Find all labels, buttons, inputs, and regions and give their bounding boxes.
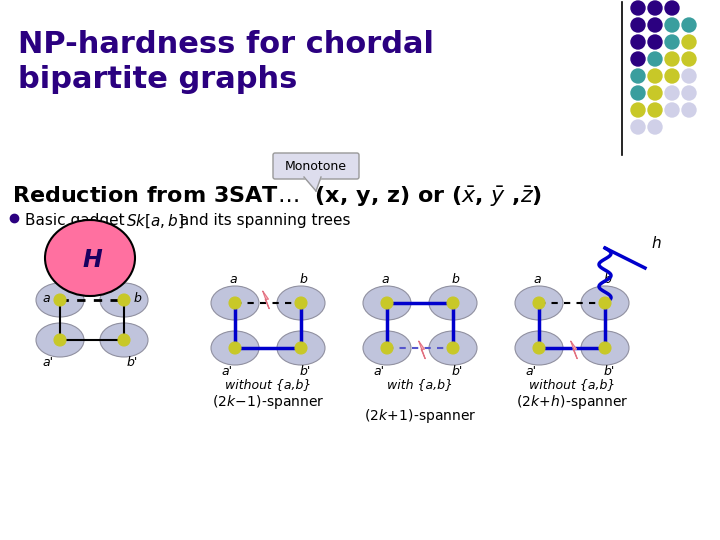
Ellipse shape	[100, 283, 148, 317]
Text: bipartite graphs: bipartite graphs	[18, 65, 297, 94]
Circle shape	[118, 294, 130, 306]
Text: NP-hardness for chordal: NP-hardness for chordal	[18, 30, 434, 59]
Circle shape	[381, 297, 393, 309]
Text: a': a'	[222, 365, 233, 378]
Circle shape	[54, 294, 66, 306]
Circle shape	[229, 342, 241, 354]
Text: Reduction from 3SAT$\ldots$  (x, y, z) or ($\bar{x}$, $\bar{y}$ ,$\bar{z}$): Reduction from 3SAT$\ldots$ (x, y, z) or…	[12, 185, 542, 210]
Text: h: h	[651, 235, 661, 251]
Circle shape	[665, 52, 679, 66]
Circle shape	[631, 86, 645, 100]
Text: b': b'	[451, 365, 463, 378]
Circle shape	[682, 103, 696, 117]
Text: b: b	[299, 273, 307, 286]
Text: a: a	[229, 273, 237, 286]
Text: a': a'	[42, 356, 53, 369]
Circle shape	[631, 1, 645, 15]
Circle shape	[631, 52, 645, 66]
Text: and its spanning trees: and its spanning trees	[175, 213, 351, 228]
Circle shape	[631, 69, 645, 83]
Ellipse shape	[581, 286, 629, 320]
Circle shape	[631, 35, 645, 49]
Circle shape	[665, 1, 679, 15]
Circle shape	[599, 297, 611, 309]
Circle shape	[682, 52, 696, 66]
Circle shape	[665, 69, 679, 83]
Text: b': b'	[603, 365, 615, 378]
Circle shape	[682, 86, 696, 100]
Circle shape	[118, 334, 130, 346]
Text: $(2k\!-\!1)$-spanner: $(2k\!-\!1)$-spanner	[212, 393, 324, 411]
Text: a: a	[534, 273, 541, 286]
FancyBboxPatch shape	[273, 153, 359, 179]
Text: a: a	[381, 273, 389, 286]
Circle shape	[447, 342, 459, 354]
Circle shape	[665, 18, 679, 32]
Ellipse shape	[277, 331, 325, 365]
Ellipse shape	[36, 323, 84, 357]
Circle shape	[665, 86, 679, 100]
Ellipse shape	[515, 286, 563, 320]
Ellipse shape	[363, 331, 411, 365]
Polygon shape	[263, 291, 269, 309]
Circle shape	[631, 103, 645, 117]
Ellipse shape	[363, 286, 411, 320]
Circle shape	[447, 297, 459, 309]
Ellipse shape	[36, 283, 84, 317]
Text: with {a,b}: with {a,b}	[387, 378, 453, 391]
Text: a: a	[42, 292, 50, 305]
Circle shape	[648, 35, 662, 49]
Ellipse shape	[429, 286, 477, 320]
Circle shape	[54, 334, 66, 346]
Circle shape	[533, 342, 545, 354]
Circle shape	[648, 18, 662, 32]
Circle shape	[682, 69, 696, 83]
Text: Basic gadget: Basic gadget	[25, 213, 130, 228]
Text: b: b	[603, 273, 611, 286]
Text: a': a'	[526, 365, 536, 378]
Ellipse shape	[277, 286, 325, 320]
Circle shape	[682, 18, 696, 32]
Circle shape	[381, 342, 393, 354]
Ellipse shape	[515, 331, 563, 365]
Ellipse shape	[45, 220, 135, 296]
Text: b: b	[134, 292, 142, 305]
Circle shape	[648, 86, 662, 100]
Text: b': b'	[300, 365, 310, 378]
Circle shape	[648, 69, 662, 83]
Circle shape	[665, 35, 679, 49]
Circle shape	[631, 120, 645, 134]
Text: $(2k\!+\!h)$-spanner: $(2k\!+\!h)$-spanner	[516, 393, 629, 411]
Circle shape	[599, 342, 611, 354]
Circle shape	[648, 120, 662, 134]
Circle shape	[665, 103, 679, 117]
Circle shape	[648, 52, 662, 66]
Polygon shape	[419, 341, 426, 359]
Text: b: b	[451, 273, 459, 286]
Ellipse shape	[581, 331, 629, 365]
Circle shape	[229, 297, 241, 309]
Circle shape	[631, 18, 645, 32]
Text: a': a'	[374, 365, 384, 378]
Text: without {a,b}: without {a,b}	[225, 378, 311, 391]
Text: b': b'	[127, 356, 138, 369]
Ellipse shape	[429, 331, 477, 365]
Circle shape	[295, 297, 307, 309]
Text: $(2k\!+\!1)$-spanner: $(2k\!+\!1)$-spanner	[364, 407, 476, 425]
Ellipse shape	[100, 323, 148, 357]
Text: $Sk[a, b]$: $Sk[a, b]$	[126, 213, 184, 231]
Text: Monotone: Monotone	[285, 159, 347, 172]
Polygon shape	[304, 177, 321, 191]
Circle shape	[533, 297, 545, 309]
Circle shape	[295, 342, 307, 354]
Circle shape	[648, 103, 662, 117]
Text: H: H	[82, 248, 102, 272]
Text: without {a,b}: without {a,b}	[528, 378, 615, 391]
Polygon shape	[571, 341, 577, 359]
Ellipse shape	[211, 331, 259, 365]
Circle shape	[648, 1, 662, 15]
Circle shape	[682, 35, 696, 49]
Ellipse shape	[211, 286, 259, 320]
